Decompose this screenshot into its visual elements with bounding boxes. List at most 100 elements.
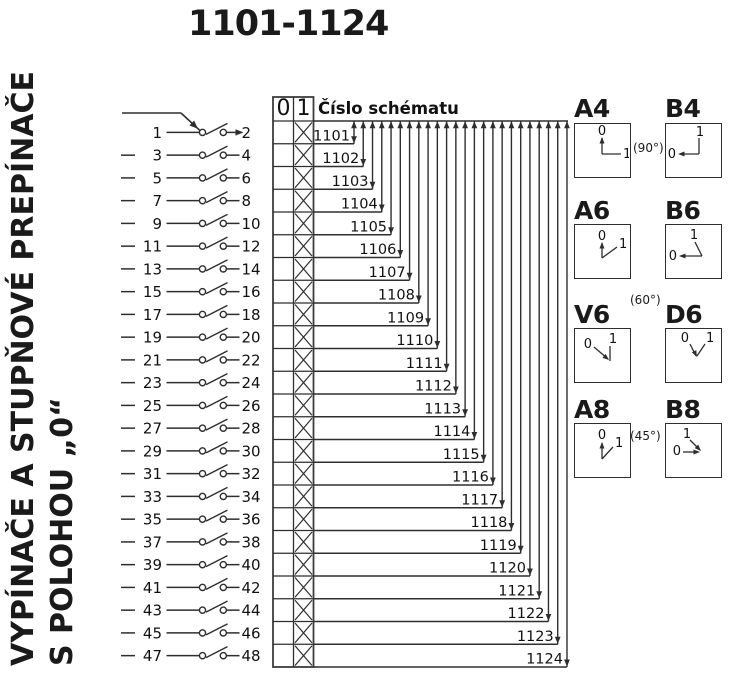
position-d6-line [696, 343, 706, 357]
terminal-number-left: 3 [152, 147, 162, 165]
contact-terminal-icon [219, 287, 228, 296]
schema-number: 1102 [322, 151, 359, 167]
schema-number: 1108 [378, 288, 415, 304]
terminal-number-right: 34 [242, 488, 261, 506]
up-arrow-icon [536, 121, 543, 129]
contact-terminal-icon [198, 583, 207, 592]
terminal-number-left: 45 [143, 624, 162, 642]
up-arrow-icon [527, 121, 533, 129]
terminal-number-left: 37 [143, 533, 162, 551]
up-arrow-icon [452, 121, 459, 129]
contact-terminal-icon [219, 424, 228, 432]
contact-blade-icon [205, 555, 228, 568]
schema-number: 1124 [526, 652, 563, 668]
down-arrow-icon [397, 250, 404, 257]
schema-number: 1123 [517, 629, 554, 645]
terminal-number-right: 38 [242, 533, 261, 551]
down-arrow-icon [508, 523, 515, 530]
schema-number-header: Číslo schématu [318, 99, 459, 118]
position-box-label-a4: A4 [574, 94, 610, 123]
terminal-number-left: 27 [143, 420, 162, 438]
contact-terminal-icon [219, 538, 228, 546]
terminal-number-left: 13 [143, 260, 162, 278]
up-arrow-icon [360, 121, 367, 129]
contact-blade-icon [205, 441, 228, 454]
x-mark-state-1 [294, 417, 313, 439]
switch-row-13-14: 13 14 1107 [121, 121, 413, 281]
x-stroke [294, 395, 313, 416]
contact-terminal-icon [198, 265, 207, 273]
down-arrow-icon [434, 341, 441, 348]
position-arrow-icon [693, 449, 700, 455]
terminal-number-left: 11 [143, 238, 162, 256]
x-mark-state-1 [294, 258, 313, 280]
contact-terminal-icon [198, 492, 207, 501]
contact-terminal-icon [198, 287, 207, 296]
down-arrow-icon [471, 432, 478, 439]
contact-blade-icon [205, 213, 228, 227]
contact-blade-icon [205, 464, 228, 477]
contact-blade-icon [205, 373, 228, 386]
state-column-header-0: 0 [277, 96, 291, 121]
down-arrow-icon [545, 614, 552, 621]
x-stroke [294, 622, 313, 644]
contact-terminal-icon [198, 515, 207, 523]
contact-blade-icon [205, 304, 228, 318]
contact-terminal-icon [219, 515, 228, 523]
x-mark-state-1 [294, 281, 313, 302]
position-box-label-b4: B4 [665, 94, 701, 123]
switch-row-41-42: 41 42 1121 [121, 121, 543, 600]
x-stroke [294, 486, 313, 507]
up-arrow-icon [462, 121, 469, 129]
terminal-number-left: 33 [143, 488, 162, 506]
terminal-number-right: 30 [242, 442, 261, 460]
terminal-number-right: 48 [242, 647, 261, 665]
schema-number: 1107 [369, 265, 406, 281]
down-arrow-icon [443, 363, 450, 371]
schema-number: 1122 [508, 606, 545, 622]
x-stroke [294, 258, 313, 280]
position-label-zero: 0 [673, 444, 681, 459]
x-mark-state-1 [294, 486, 313, 507]
terminal-number-right: 8 [242, 192, 252, 210]
contact-terminal-icon [198, 651, 207, 660]
switch-row-33-34: 33 34 11 17 [121, 121, 506, 509]
position-arrow-icon [602, 353, 609, 360]
contact-terminal-icon [198, 310, 207, 319]
x-stroke [294, 304, 313, 325]
schema-number: 1113 [424, 401, 461, 417]
contact-terminal-icon [219, 219, 228, 228]
down-arrow-icon [536, 591, 543, 599]
contact-terminal-icon [219, 151, 228, 159]
terminal-number-left: 17 [143, 306, 162, 324]
switch-row-1-2: 1 2 1101 [152, 121, 357, 145]
contact-blade-icon [205, 327, 228, 340]
terminal-number-right: 24 [242, 374, 261, 392]
output-arrow-icon [235, 129, 244, 136]
contact-terminal-icon [198, 401, 207, 410]
terminal-number-right: 32 [242, 465, 261, 483]
contact-terminal-icon [198, 219, 207, 228]
terminal-number-left: 43 [143, 602, 162, 620]
schema-number: 1109 [387, 310, 424, 326]
contact-blade-icon [205, 191, 228, 204]
up-arrow-icon [499, 121, 506, 129]
switch-row-17-18: 17 18 1109 [121, 121, 431, 327]
terminal-number-right: 28 [242, 420, 261, 438]
down-arrow-icon [490, 477, 496, 485]
angle-annotation-60: (60°) [630, 293, 661, 307]
input-feed-line [122, 112, 201, 132]
position-label-one: 1 [615, 436, 623, 451]
x-mark-state-1 [294, 122, 313, 143]
x-stroke [294, 281, 313, 302]
contact-blade-icon [205, 623, 228, 636]
contact-terminal-icon [219, 401, 228, 410]
switch-row-3-4: 3 4 1102 [121, 121, 367, 168]
terminal-number-right: 14 [242, 260, 261, 278]
x-mark-state-1 [294, 304, 313, 325]
contact-terminal-icon [198, 560, 207, 569]
